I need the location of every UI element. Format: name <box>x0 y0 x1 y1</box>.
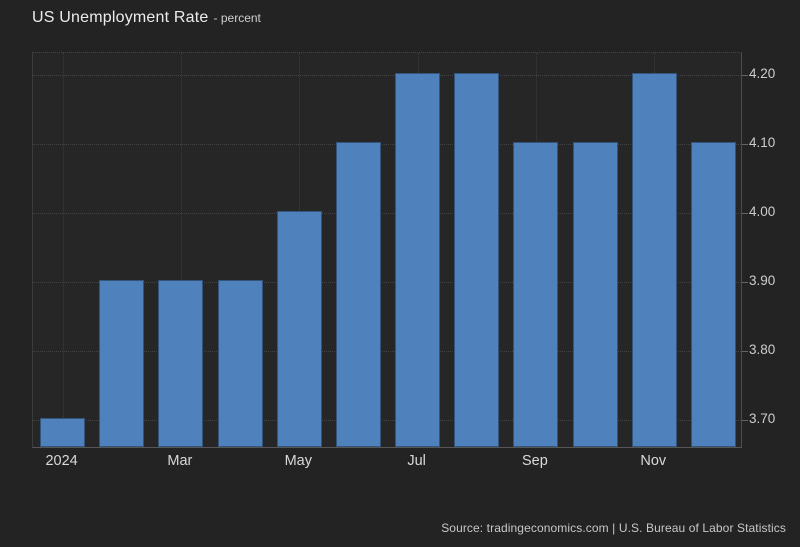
h-gridline <box>33 351 741 352</box>
bar-mar-2024[interactable] <box>158 280 204 447</box>
y-axis-tick <box>742 75 748 77</box>
y-axis-tick-label: 3.80 <box>749 342 776 357</box>
h-gridline <box>33 282 741 283</box>
h-gridline <box>33 75 741 77</box>
chart-title: US Unemployment Rate <box>32 9 209 26</box>
y-axis-tick-label: 4.10 <box>749 135 776 151</box>
bar-jul-2024[interactable] <box>395 73 441 447</box>
v-gridline <box>180 53 182 447</box>
y-axis-tick <box>742 213 748 215</box>
bar-apr-2024[interactable] <box>217 280 263 447</box>
y-axis-tick-label: 3.70 <box>749 411 776 426</box>
h-gridline <box>33 420 741 421</box>
bar-oct-2024[interactable] <box>572 142 618 447</box>
source-attribution: Source: tradingeconomics.com | U.S. Bure… <box>441 521 786 535</box>
bar-jan-2024[interactable] <box>40 418 86 447</box>
chart-header: US Unemployment Rate - percent <box>32 9 261 27</box>
y-axis-tick <box>742 420 748 421</box>
bar-dec-2024[interactable] <box>690 142 736 447</box>
x-axis-tick-label: Nov <box>640 453 667 469</box>
bar-may-2024[interactable] <box>276 211 322 447</box>
y-axis-tick <box>742 351 748 352</box>
y-axis-tick-label: 4.00 <box>749 204 776 220</box>
x-axis-tick-label: 2024 <box>45 453 78 469</box>
x-axis-tick-label: Jul <box>407 453 426 469</box>
plot-area <box>32 52 748 448</box>
x-axis-tick-label: Mar <box>167 453 193 469</box>
v-gridline <box>62 53 64 447</box>
chart-subtitle: - percent <box>213 11 261 25</box>
h-gridline <box>33 144 741 146</box>
bar-jun-2024[interactable] <box>335 142 381 447</box>
y-axis-labels: 4.20 4.10 4.00 3.90 3.80 3.70 <box>749 52 797 448</box>
bar-nov-2024[interactable] <box>631 73 677 447</box>
x-axis-tick-label: May <box>284 453 312 469</box>
y-axis-tick-label: 4.20 <box>749 66 776 82</box>
x-axis-labels: 2024 Mar May Jul Sep Nov <box>32 452 742 472</box>
bar-sep-2024[interactable] <box>513 142 559 447</box>
x-axis-tick-label: Sep <box>521 453 548 469</box>
h-gridline <box>33 213 741 215</box>
y-axis-tick <box>742 282 748 283</box>
bar-aug-2024[interactable] <box>454 73 500 447</box>
y-axis-tick-label: 3.90 <box>749 273 776 288</box>
bar-feb-2024[interactable] <box>99 280 145 447</box>
y-axis-tick <box>742 144 748 146</box>
